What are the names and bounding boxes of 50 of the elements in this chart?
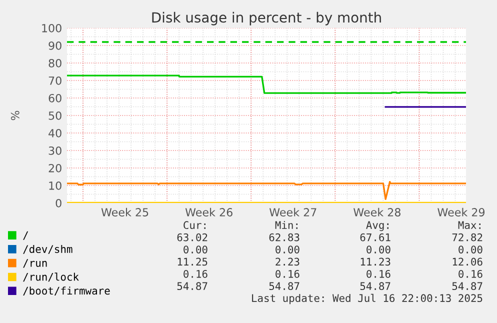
text: 2.23 — [276, 258, 300, 266]
text: 0.16 — [366, 270, 390, 278]
text: 0.16 — [458, 270, 482, 278]
line-series — [67, 74, 466, 94]
text: 0.00 — [366, 246, 390, 254]
y-tick-label: 80 — [48, 58, 62, 68]
text: 12.06 — [452, 258, 482, 266]
text: 63.02 — [177, 233, 208, 242]
text: 67.61 — [360, 233, 390, 242]
legend-label: /run — [23, 259, 47, 268]
y-tick-label: 10 — [49, 181, 62, 190]
text: 0.16 — [276, 270, 300, 278]
text: Last update: Wed Jul 16 22:00:13 2025 — [252, 294, 482, 304]
line-series — [67, 180, 466, 200]
text: 11.25 — [178, 258, 208, 266]
legend-label: /run/lock — [23, 272, 79, 282]
text: Avg: — [366, 221, 388, 232]
legend-label: /boot/firmware — [23, 286, 110, 296]
text: 0.00 — [184, 246, 208, 254]
text: Min: — [275, 220, 298, 229]
y-tick-label: 70 — [48, 76, 62, 85]
text: Max: — [458, 221, 480, 230]
y-tick-label: 50 — [48, 111, 62, 120]
legend-label: / — [23, 231, 28, 240]
text: 0.00 — [458, 246, 482, 254]
x-tick-label: Week 29 — [438, 208, 485, 216]
x-tick-label: Week 28 — [354, 208, 400, 216]
text: 54.87 — [452, 282, 482, 290]
text: 11.23 — [360, 258, 390, 266]
x-tick-label: Week 25 — [101, 208, 148, 216]
y-tick-label: 100 — [42, 24, 62, 32]
chart-title: Disk usage in percent - by month — [152, 12, 381, 26]
text: 54.87 — [269, 282, 300, 290]
y-tick-label: 20 — [48, 164, 62, 172]
text: 54.87 — [360, 282, 390, 290]
y-tick-label: 40 — [48, 128, 62, 138]
text: 0.16 — [184, 270, 208, 278]
text: 72.82 — [452, 233, 482, 242]
legend-label: /dev/shm — [23, 244, 72, 254]
y-tick-label: 30 — [48, 146, 62, 155]
y-tick-label: 60 — [48, 94, 62, 102]
x-tick-label: Week 26 — [185, 208, 232, 216]
y-tick-label: 0 — [56, 198, 62, 208]
y-tick-label: 90 — [48, 41, 62, 50]
x-tick-label: Week 27 — [269, 208, 316, 216]
text: 62.83 — [269, 233, 300, 242]
text: 54.87 — [177, 282, 208, 290]
text: 0.00 — [276, 246, 300, 254]
y-axis-title: % — [10, 110, 20, 120]
text: Cur: — [184, 221, 206, 230]
